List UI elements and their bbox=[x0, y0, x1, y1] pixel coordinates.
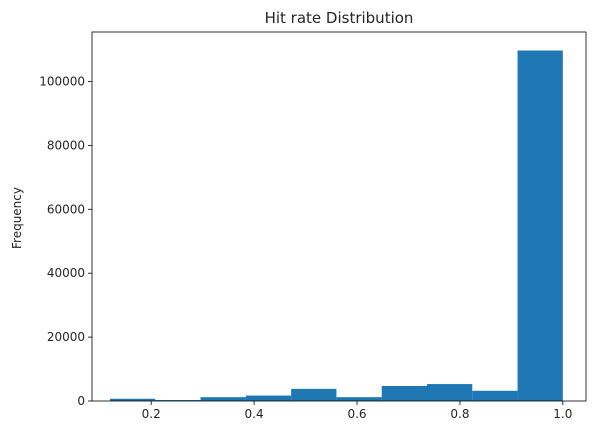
x-tick-label: 0.8 bbox=[450, 407, 469, 421]
histogram-bar bbox=[245, 395, 292, 401]
y-tick-label: 100000 bbox=[39, 75, 85, 89]
histogram-bar bbox=[110, 398, 156, 401]
histogram-bar bbox=[426, 384, 473, 401]
y-axis-label: Frequency bbox=[10, 187, 24, 249]
x-tick-label: 0.6 bbox=[347, 407, 366, 421]
histogram-bar bbox=[200, 397, 246, 401]
histogram-bar bbox=[291, 388, 337, 401]
histogram-bar bbox=[381, 385, 427, 401]
x-tick-label: 1.0 bbox=[553, 407, 572, 421]
x-axis: 0.2 0.4 0.6 0.8 1.0 bbox=[142, 401, 572, 421]
x-tick-label: 0.4 bbox=[245, 407, 264, 421]
y-axis: 0 20000 40000 60000 80000 100000 bbox=[39, 75, 92, 408]
histogram-bar bbox=[155, 400, 201, 401]
histogram-bar bbox=[336, 397, 382, 401]
x-tick-label: 0.2 bbox=[142, 407, 161, 421]
y-tick-label: 80000 bbox=[47, 138, 85, 152]
y-tick-label: 40000 bbox=[47, 266, 85, 280]
chart-title: Hit rate Distribution bbox=[265, 9, 414, 27]
y-tick-label: 60000 bbox=[47, 202, 85, 216]
y-tick-label: 0 bbox=[77, 394, 85, 408]
histogram-bar bbox=[472, 390, 518, 401]
histogram-bar bbox=[517, 50, 563, 401]
y-tick-label: 20000 bbox=[47, 330, 85, 344]
histogram-bars bbox=[110, 50, 563, 401]
plot-frame bbox=[91, 31, 587, 402]
